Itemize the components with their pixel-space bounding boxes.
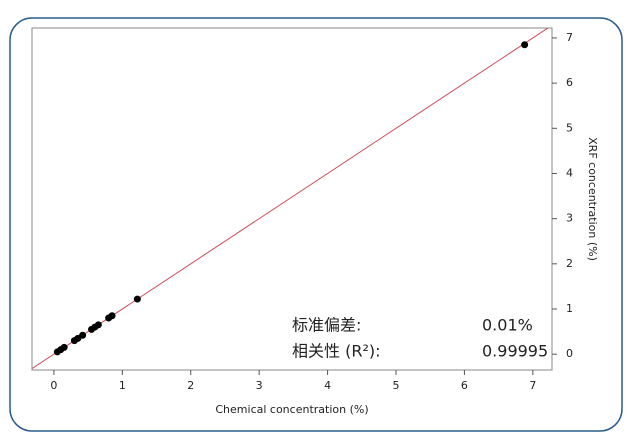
stat-value: 0.99995 [482,342,548,361]
frame [9,17,623,432]
point [108,312,116,320]
y-tick-label: 7 [566,31,573,44]
point [60,343,68,351]
stat-label: 相关性 (R²): [292,342,381,361]
point [133,295,141,303]
fit-line [32,28,549,370]
point [521,41,529,49]
y-tick-label: 6 [566,76,573,89]
x-tick-label: 3 [256,379,263,392]
stat-label: 标准偏差: [292,316,361,335]
x-tick-label: 5 [393,379,400,392]
stat-value: 0.01% [482,316,533,335]
y-tick-label: 5 [566,121,573,134]
point [94,321,102,329]
x-tick-label: 4 [324,379,331,392]
y-axis-label: XRF concentration (%) [586,137,599,261]
point [79,331,87,339]
x-axis-label: Chemical concentration (%) [215,403,368,416]
y-tick-label: 4 [566,166,573,179]
plot-layer [32,28,549,370]
x-tick-label: 1 [119,379,126,392]
x-tick-label: 6 [461,379,468,392]
y-tick-label: 2 [566,257,573,270]
y-tick-label: 3 [566,212,573,225]
y-tick-label: 0 [566,347,573,360]
x-tick-label: 2 [187,379,194,392]
x-tick-label: 0 [50,379,57,392]
plot-area [31,27,553,371]
x-tick-label: 7 [529,379,536,392]
y-tick-label: 1 [566,302,573,315]
